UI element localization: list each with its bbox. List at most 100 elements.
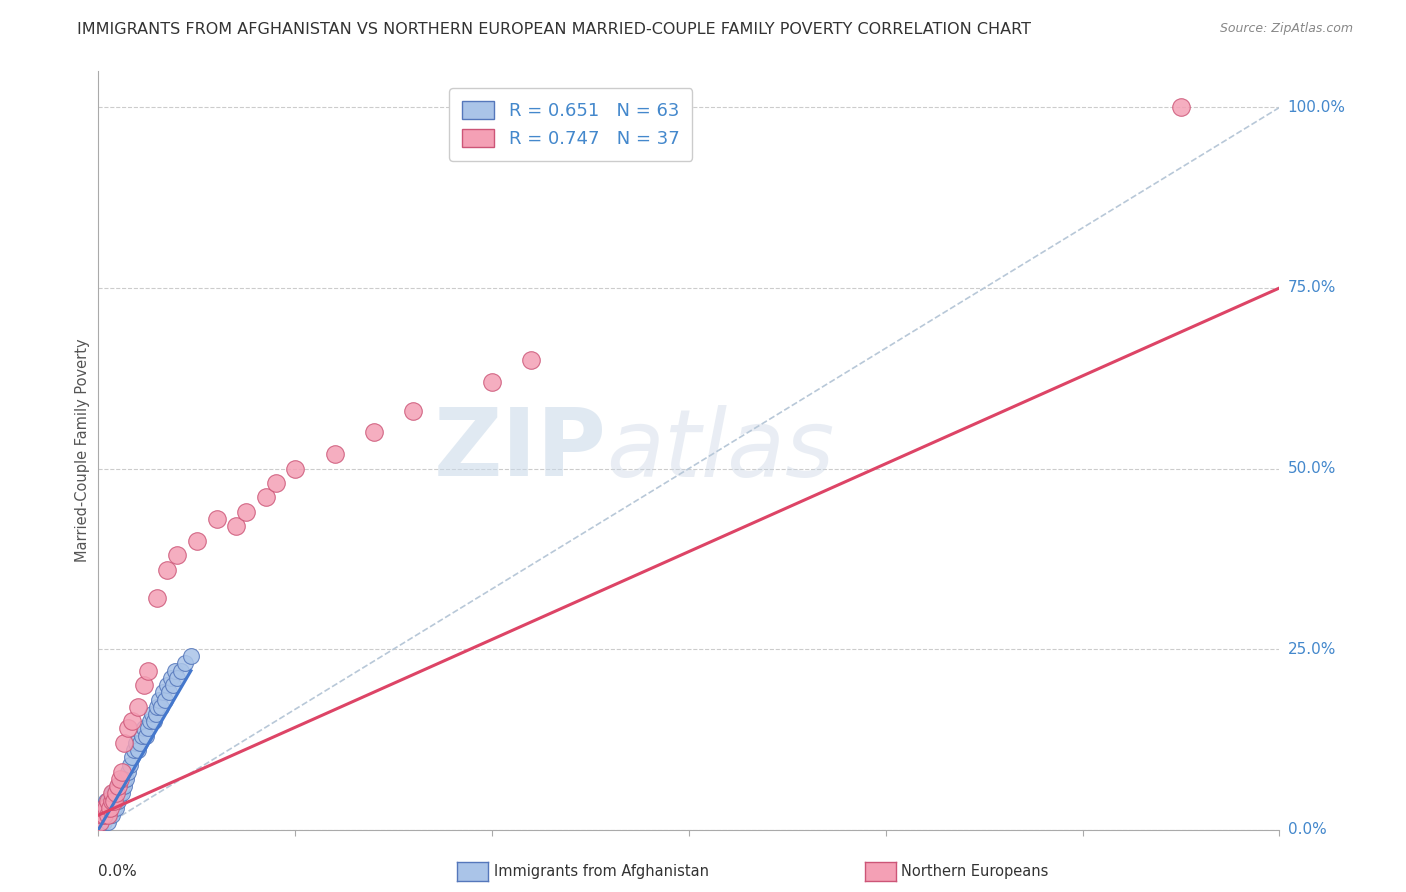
Point [115,772,138,786]
Point [105,794,128,808]
Text: IMMIGRANTS FROM AFGHANISTAN VS NORTHERN EUROPEAN MARRIED-COUPLE FAMILY POVERTY C: IMMIGRANTS FROM AFGHANISTAN VS NORTHERN … [77,22,1032,37]
Text: 0.0%: 0.0% [98,863,138,879]
Y-axis label: Married-Couple Family Poverty: Married-Couple Family Poverty [75,339,90,562]
Point [108,787,131,801]
Point [128,736,150,750]
Point [98,794,121,808]
Point [235,505,257,519]
Point [103,794,125,808]
Point [93,815,115,830]
Point [111,787,134,801]
Point [97,794,120,808]
Point [111,764,134,779]
Point [162,678,184,692]
Point [112,772,135,786]
Point [323,447,346,461]
Point [142,714,165,729]
Point [101,801,124,815]
Point [141,706,163,721]
Point [165,664,187,678]
Point [101,794,124,808]
Point [125,736,148,750]
Point [105,801,128,815]
Point [136,664,159,678]
Point [155,692,177,706]
Point [103,787,125,801]
Point [363,425,385,440]
Point [186,533,208,548]
Point [117,722,139,736]
Point [97,808,120,822]
Legend: R = 0.651   N = 63, R = 0.747   N = 37: R = 0.651 N = 63, R = 0.747 N = 37 [450,88,692,161]
Point [121,750,143,764]
Text: Northern Europeans: Northern Europeans [901,864,1049,879]
Point [97,794,120,808]
Point [146,699,169,714]
Point [180,649,202,664]
Point [93,808,115,822]
Point [254,491,277,505]
Point [152,685,174,699]
Point [108,772,131,786]
Point [117,764,139,779]
Point [98,801,121,815]
Point [112,736,135,750]
Point [157,685,180,699]
Point [101,808,124,822]
Point [127,699,149,714]
Point [156,678,179,692]
Point [135,729,157,743]
Point [101,787,124,801]
Point [225,519,247,533]
Point [166,671,188,685]
Text: 0.0%: 0.0% [1288,822,1326,837]
Point [156,563,179,577]
Point [1170,100,1192,114]
Point [174,657,197,671]
Point [91,801,114,815]
Point [96,801,118,815]
Text: Immigrants from Afghanistan: Immigrants from Afghanistan [494,864,709,879]
Point [146,591,169,606]
Point [98,801,121,815]
Point [96,808,118,822]
Point [97,801,120,815]
Text: 100.0%: 100.0% [1288,100,1346,115]
Point [136,722,159,736]
Point [98,808,121,822]
Point [148,692,170,706]
Point [166,548,188,562]
Point [150,699,173,714]
Point [481,375,503,389]
Point [103,794,125,808]
Point [264,475,287,490]
Point [93,801,115,815]
Point [138,714,160,729]
Text: Source: ZipAtlas.com: Source: ZipAtlas.com [1219,22,1353,36]
Point [284,461,307,475]
Point [402,403,425,417]
Point [107,779,129,793]
Point [132,678,155,692]
Point [112,779,135,793]
Point [170,664,193,678]
Text: 50.0%: 50.0% [1288,461,1336,476]
Point [101,787,124,801]
Point [121,714,143,729]
Point [97,808,120,822]
Point [103,801,125,815]
Point [132,722,155,736]
Point [108,779,131,793]
Point [122,743,145,757]
Point [93,808,115,822]
Point [127,743,149,757]
Text: atlas: atlas [606,405,835,496]
Point [89,815,111,830]
Point [89,815,111,830]
Point [93,801,115,815]
Text: 25.0%: 25.0% [1288,641,1336,657]
Point [91,808,114,822]
Point [145,706,167,721]
Point [107,779,129,793]
Text: 75.0%: 75.0% [1288,280,1336,295]
